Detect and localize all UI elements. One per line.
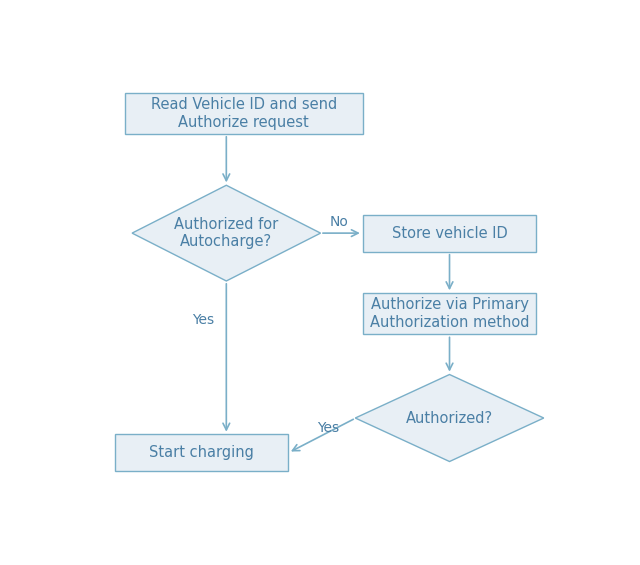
Polygon shape	[355, 375, 544, 462]
Text: Start charging: Start charging	[149, 445, 254, 460]
Text: No: No	[330, 215, 348, 229]
FancyBboxPatch shape	[363, 293, 536, 334]
Text: Yes: Yes	[192, 313, 214, 327]
FancyBboxPatch shape	[125, 93, 363, 134]
Text: Authorize via Primary
Authorization method: Authorize via Primary Authorization meth…	[370, 297, 529, 330]
Text: Store vehicle ID: Store vehicle ID	[392, 225, 508, 241]
Text: Read Vehicle ID and send
Authorize request: Read Vehicle ID and send Authorize reque…	[150, 97, 337, 130]
Text: Yes: Yes	[317, 420, 339, 434]
Text: Authorized for
Autocharge?: Authorized for Autocharge?	[174, 217, 278, 249]
Text: Authorized?: Authorized?	[406, 411, 493, 425]
Polygon shape	[132, 185, 321, 281]
FancyBboxPatch shape	[115, 434, 288, 471]
FancyBboxPatch shape	[363, 215, 536, 251]
